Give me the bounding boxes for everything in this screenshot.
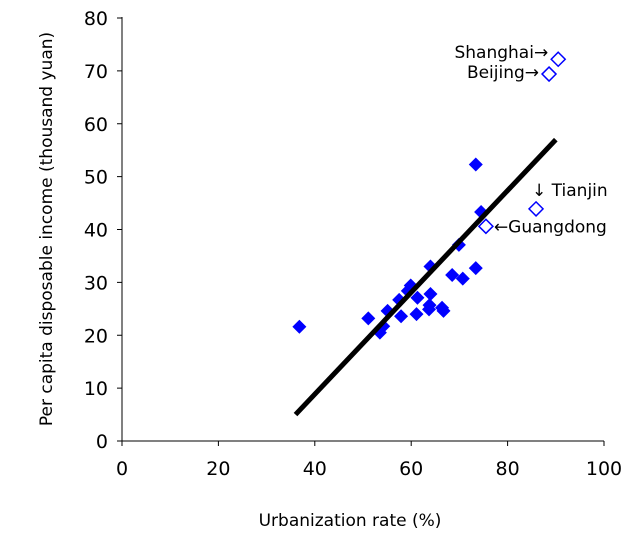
x-tick-label: 100: [586, 458, 622, 480]
data-point: [468, 157, 483, 172]
x-tick-label: 20: [206, 458, 230, 480]
point-annotation: Beijing→: [467, 63, 539, 83]
y-tick-label: 70: [84, 61, 108, 83]
y-tick-label: 80: [84, 8, 108, 30]
x-tick-label: 40: [303, 458, 327, 480]
data-point: [394, 309, 409, 324]
highlighted-point: [550, 51, 567, 68]
y-tick-label: 30: [84, 272, 108, 294]
highlighted-point: [527, 200, 545, 217]
y-tick-label: 10: [84, 378, 108, 400]
y-tick-label: 20: [84, 325, 108, 347]
data-point: [292, 319, 307, 334]
point-annotation: Shanghai→: [454, 43, 548, 63]
data-point: [410, 290, 425, 305]
data-point: [423, 287, 438, 302]
y-axis-label: Per capita disposable income (thousand y…: [37, 32, 57, 426]
point-annotation: ←Guangdong: [494, 217, 607, 237]
data-point: [409, 307, 424, 322]
y-tick-label: 60: [84, 114, 108, 136]
point-annotation: ↓ Tianjin: [532, 181, 608, 201]
x-axis-label: Urbanization rate (%): [259, 511, 442, 531]
x-tick-label: 80: [496, 458, 520, 480]
data-point: [468, 261, 483, 276]
y-tick-label: 40: [84, 220, 108, 242]
data-point: [445, 267, 460, 282]
y-tick-label: 50: [84, 167, 108, 189]
y-tick-label: 0: [96, 431, 108, 453]
data-point: [455, 271, 470, 286]
data-point: [361, 311, 376, 326]
x-tick-label: 0: [116, 458, 128, 480]
trend-line: [293, 137, 558, 417]
highlighted-point: [477, 218, 494, 235]
data-point: [436, 303, 451, 318]
data-point: [422, 302, 437, 317]
highlighted-point: [540, 65, 558, 83]
x-tick-label: 60: [399, 458, 423, 480]
